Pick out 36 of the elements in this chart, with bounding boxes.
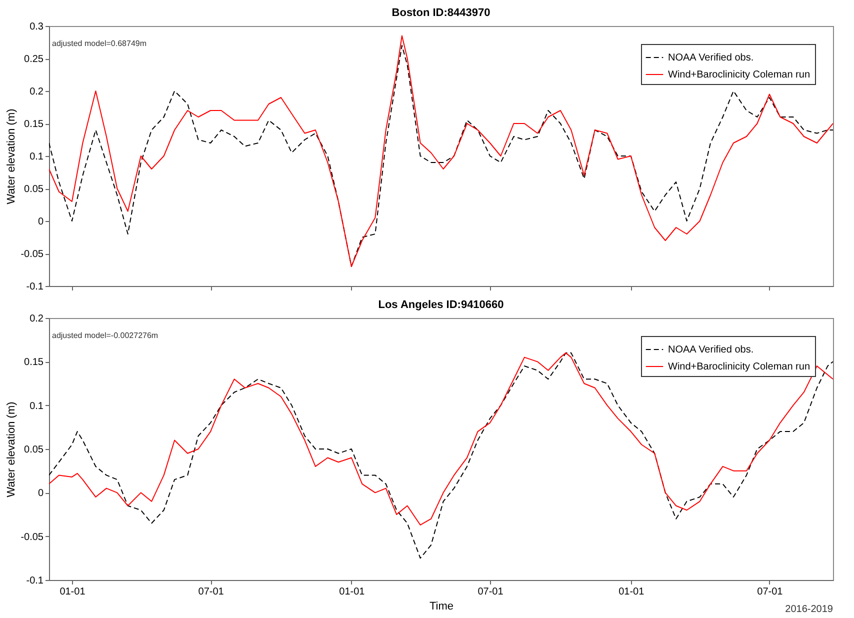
legend-label: Wind+Baroclinicity Coleman run (668, 362, 810, 372)
x-tick-label: 01-01 (339, 586, 366, 598)
y-tick-label: 0.1 (30, 152, 44, 162)
x-axis-title: Time (429, 600, 454, 612)
text: 2016-2019 (785, 604, 834, 615)
y-tick-label: -0.05 (20, 532, 44, 543)
legend-label: NOAA Verified obs. (668, 52, 754, 64)
y-axis-title: Water elevation (m) (6, 402, 18, 498)
y-axis-title: Water elevation (m) (6, 108, 18, 204)
legend-label: Wind+Baroclinicity Coleman run (668, 70, 810, 80)
y-tick-label: 0.25 (24, 54, 44, 65)
line-series (49, 352, 833, 526)
y-tick-label: 0 (38, 216, 44, 228)
x-tick-label: 07-01 (198, 586, 224, 598)
annotation: adjusted model=-0.0027276m (52, 331, 158, 340)
legend-label: NOAA Verified obs. (668, 344, 754, 356)
y-tick-label: 0.3 (30, 22, 44, 32)
x-tick-label: 01-01 (60, 586, 86, 598)
annotation: adjusted model=0.68749m (52, 39, 147, 48)
y-tick-label: 0.05 (24, 444, 44, 456)
y-tick-label: 0.15 (24, 357, 44, 368)
y-tick-label: -0.05 (20, 249, 44, 260)
x-tick-label: 01-01 (618, 586, 645, 598)
y-tick-label: 0 (38, 488, 44, 500)
x-tick-label: 07-01 (757, 586, 784, 598)
y-tick-label: -0.1 (26, 576, 44, 586)
chart-title: Boston ID:8443970 (392, 7, 490, 19)
y-tick-label: 0.05 (24, 184, 44, 195)
chart-title: Los Angeles ID:9410660 (378, 299, 504, 311)
x-tick-label: 07-01 (478, 586, 504, 598)
y-tick-label: 0.1 (30, 400, 44, 412)
y-tick-label: -0.1 (26, 282, 44, 292)
y-tick-label: 0.2 (30, 314, 44, 324)
line-series (49, 352, 833, 559)
y-tick-label: 0.15 (24, 119, 44, 130)
y-tick-label: 0.2 (30, 86, 44, 98)
